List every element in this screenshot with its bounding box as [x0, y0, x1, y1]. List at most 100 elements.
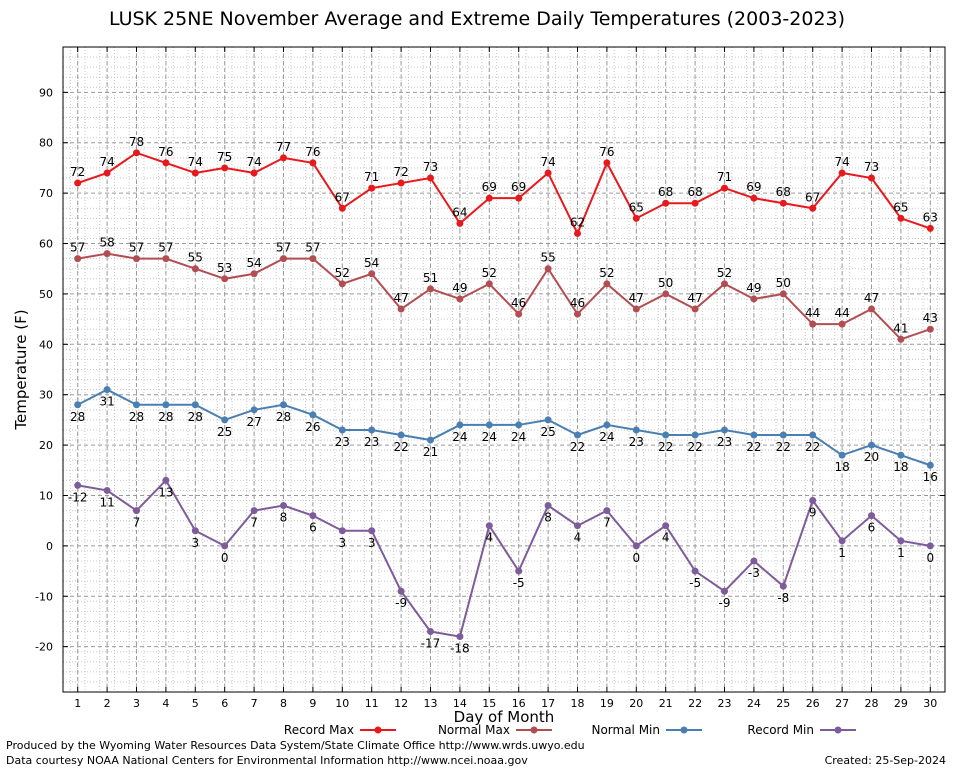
- normal-max-point: [103, 250, 111, 258]
- record-min-data-label: 8: [280, 511, 288, 525]
- record-max-point: [368, 184, 376, 192]
- legend-marker-record-max: [374, 726, 382, 734]
- record-min-point: [368, 527, 376, 535]
- record-max-point: [515, 194, 523, 202]
- y-tick-label: -20: [35, 641, 53, 654]
- normal-min-point: [721, 426, 728, 434]
- created-date: Created: 25-Sep-2024: [824, 754, 946, 767]
- record-max-data-label: 63: [923, 210, 938, 224]
- normal-min-data-label: 24: [482, 430, 497, 444]
- normal-max-point: [603, 280, 611, 288]
- normal-min-point: [250, 406, 258, 414]
- record-max-point: [74, 179, 82, 187]
- legend-label-normal-max: Normal Max: [438, 723, 510, 737]
- record-max-point: [926, 224, 934, 232]
- normal-max-point: [809, 320, 817, 328]
- record-min-data-label: 7: [133, 516, 141, 530]
- normal-min-data-label: 28: [276, 410, 291, 424]
- normal-min-data-label: 25: [217, 425, 232, 439]
- normal-max-data-label: 49: [746, 281, 761, 295]
- record-max-data-label: 65: [629, 200, 644, 214]
- normal-min-data-label: 22: [687, 440, 702, 454]
- normal-max-point: [485, 280, 493, 288]
- record-min-point: [221, 542, 229, 550]
- x-tick-label: 27: [835, 697, 849, 710]
- y-tick-label: 10: [39, 489, 53, 502]
- record-min-point: [544, 502, 552, 510]
- normal-min-data-label: 21: [423, 445, 438, 459]
- record-max-point: [221, 164, 229, 172]
- record-max-point: [838, 169, 846, 177]
- normal-min-data-label: 31: [99, 395, 114, 409]
- record-max-data-label: 74: [99, 155, 114, 169]
- record-min-data-label: -17: [421, 637, 441, 651]
- record-min-data-label: 6: [868, 521, 876, 535]
- normal-min-data-label: 23: [364, 435, 379, 449]
- record-min-data-label: 7: [250, 516, 258, 530]
- normal-max-data-label: 58: [99, 236, 114, 250]
- normal-max-point: [662, 290, 670, 298]
- record-min-data-label: 7: [603, 516, 611, 530]
- record-max-point: [809, 204, 817, 212]
- normal-max-data-label: 46: [570, 296, 585, 310]
- normal-max-data-label: 55: [540, 251, 555, 265]
- normal-min-point: [309, 411, 317, 419]
- plot-frame: [62, 46, 946, 693]
- legend-label-record-max: Record Max: [284, 723, 354, 737]
- normal-min-point: [544, 416, 552, 424]
- record-max-point: [868, 174, 875, 182]
- normal-max-point: [74, 255, 82, 263]
- normal-min-point: [103, 386, 111, 394]
- x-tick-label: 30: [923, 697, 937, 710]
- normal-max-point: [750, 295, 758, 303]
- normal-max-point: [544, 265, 552, 273]
- normal-min-point: [221, 416, 229, 424]
- record-max-point: [456, 219, 464, 227]
- record-min-point: [632, 542, 640, 550]
- x-tick-label: 29: [894, 697, 908, 710]
- x-tick-label: 4: [162, 697, 169, 710]
- record-max-data-label: 74: [834, 155, 849, 169]
- record-max-data-label: 67: [335, 190, 350, 204]
- record-min-point: [838, 537, 846, 545]
- y-tick-label: 30: [39, 389, 53, 402]
- normal-min-data-label: 28: [188, 410, 203, 424]
- record-max-data-label: 71: [364, 170, 379, 184]
- normal-max-data-label: 43: [923, 311, 938, 325]
- record-max-data-label: 76: [599, 145, 614, 159]
- x-tick-label: 1: [74, 697, 81, 710]
- record-max-point: [750, 194, 758, 202]
- record-max-data-label: 68: [687, 185, 702, 199]
- record-min-point: [809, 497, 817, 505]
- record-min-data-label: 1: [897, 546, 905, 560]
- record-max-data-label: 74: [540, 155, 555, 169]
- record-min-data-label: 6: [309, 521, 317, 535]
- record-min-data-label: -9: [395, 596, 407, 610]
- normal-min-point: [632, 426, 640, 434]
- normal-max-data-label: 57: [158, 241, 173, 255]
- x-tick-label: 6: [221, 697, 228, 710]
- normal-min-point: [133, 401, 140, 409]
- record-min-point: [338, 527, 346, 535]
- normal-max-point: [574, 310, 581, 318]
- x-tick-label: 12: [394, 697, 408, 710]
- record-min-data-label: -9: [719, 596, 731, 610]
- record-min-point: [280, 502, 287, 510]
- credit-noaa: Data courtesy NOAA National Centers for …: [6, 754, 528, 767]
- normal-max-line: [77, 252, 931, 341]
- normal-min-data-label: 24: [511, 430, 526, 444]
- normal-min-data-label: 22: [393, 440, 408, 454]
- normal-min-data-label: 26: [305, 420, 320, 434]
- normal-min-point: [456, 421, 464, 429]
- record-max-point: [779, 199, 787, 207]
- normal-min-point: [603, 421, 611, 429]
- normal-min-point: [574, 431, 581, 439]
- record-max-data-label: 71: [717, 170, 732, 184]
- record-max-data-label: 64: [452, 205, 467, 219]
- record-min-data-label: 4: [574, 531, 582, 545]
- record-max-data-label: 67: [805, 190, 820, 204]
- normal-max-point: [280, 255, 287, 263]
- record-max-data-label: 68: [776, 185, 791, 199]
- record-min-point: [397, 587, 405, 595]
- normal-min-data-label: 22: [776, 440, 791, 454]
